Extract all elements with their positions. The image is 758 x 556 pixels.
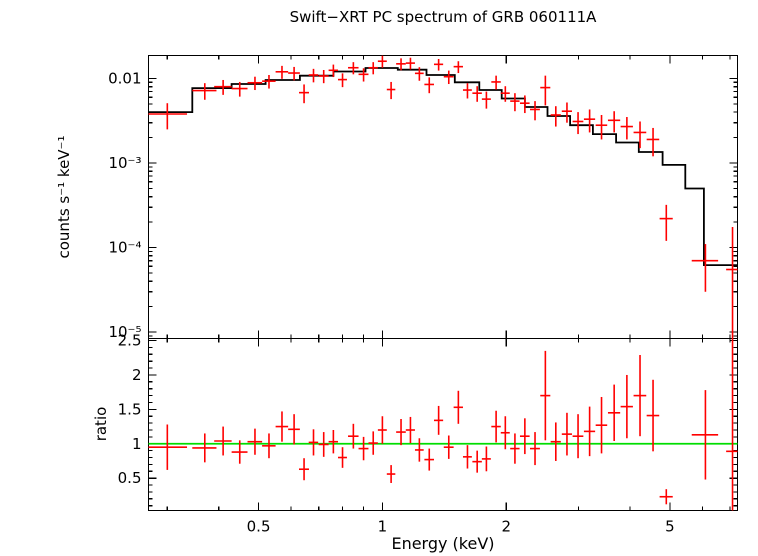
tick-labels: 0.01 10⁻³ 10⁻⁴ 10⁻⁵2.5 2 1.5 1 0.5 0.5 1 2 5 xyxy=(108,69,675,535)
chart-title: Swift−XRT PC spectrum of GRB 060111A xyxy=(289,8,597,26)
ratio-tick-label: 0.5 xyxy=(118,469,142,487)
ratio-panel-frame xyxy=(147,337,739,512)
ratio-tick-label: 1.5 xyxy=(118,400,142,418)
ratio-tick-label: 2 xyxy=(132,366,142,384)
ratio-tick-label: 2.5 xyxy=(118,332,142,350)
top-panel-frame xyxy=(147,54,739,340)
energy-tick-label: 2 xyxy=(501,518,511,536)
spectrum-data-points xyxy=(148,55,738,339)
energy-tick-label: 0.5 xyxy=(247,518,271,536)
ratio-tick-label: 1 xyxy=(132,435,142,453)
flux-tick-label: 10⁻⁴ xyxy=(108,239,141,257)
flux-tick-label: 10⁻⁵ xyxy=(108,323,141,341)
energy-tick-label: 1 xyxy=(378,518,388,536)
energy-tick-label: 5 xyxy=(665,518,675,536)
ratio-data-points xyxy=(148,338,738,511)
x-axis-label: Energy (keV) xyxy=(391,534,495,553)
flux-tick-label: 0.01 xyxy=(108,69,141,87)
panel-frames xyxy=(147,54,739,512)
model-line xyxy=(148,67,738,266)
flux-tick-label: 10⁻³ xyxy=(108,154,141,172)
axis-ticks xyxy=(148,55,738,511)
